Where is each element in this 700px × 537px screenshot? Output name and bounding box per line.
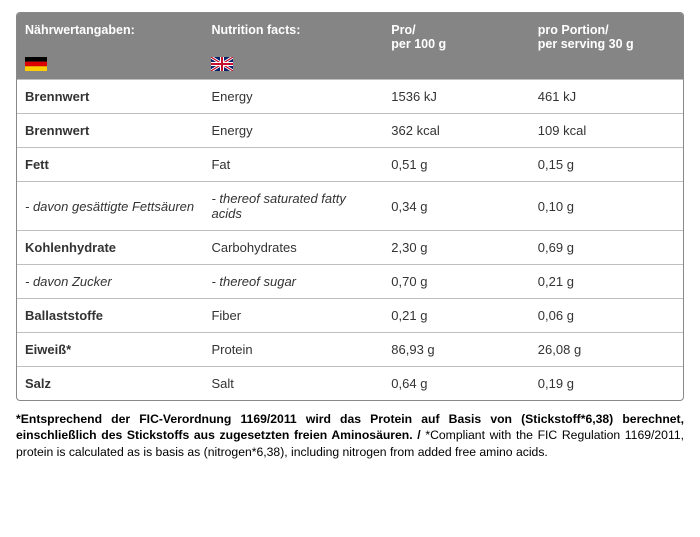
cell-per100: 86,93 g bbox=[383, 333, 530, 367]
header-per30: pro Portion/ per serving 30 g bbox=[530, 13, 683, 80]
header-per100: Pro/ per 100 g bbox=[383, 13, 530, 80]
cell-de: Ballaststoffe bbox=[17, 299, 203, 333]
cell-en: Fat bbox=[203, 148, 383, 182]
cell-per100: 0,34 g bbox=[383, 182, 530, 231]
table-row: Eiweiß*Protein86,93 g26,08 g bbox=[17, 333, 683, 367]
table-row: BrennwertEnergy362 kcal109 kcal bbox=[17, 114, 683, 148]
cell-en: - thereof saturated fatty acids bbox=[203, 182, 383, 231]
cell-per30: 0,15 g bbox=[530, 148, 683, 182]
cell-per100: 0,70 g bbox=[383, 265, 530, 299]
cell-de: Kohlenhydrate bbox=[17, 231, 203, 265]
cell-per100: 0,51 g bbox=[383, 148, 530, 182]
germany-flag-icon bbox=[25, 56, 47, 71]
table-body: BrennwertEnergy1536 kJ461 kJBrennwertEne… bbox=[17, 80, 683, 401]
cell-per100: 0,21 g bbox=[383, 299, 530, 333]
header-row: Nährwertangaben: Nutrition facts: bbox=[17, 13, 683, 80]
cell-en: Carbohydrates bbox=[203, 231, 383, 265]
nutrition-table: Nährwertangaben: Nutrition facts: bbox=[17, 13, 683, 400]
cell-de: - davon gesättigte Fettsäuren bbox=[17, 182, 203, 231]
cell-en: Fiber bbox=[203, 299, 383, 333]
header-de: Nährwertangaben: bbox=[17, 13, 203, 80]
cell-per100: 1536 kJ bbox=[383, 80, 530, 114]
table-row: SalzSalt0,64 g0,19 g bbox=[17, 367, 683, 401]
table-row: BallaststoffeFiber0,21 g0,06 g bbox=[17, 299, 683, 333]
cell-en: Salt bbox=[203, 367, 383, 401]
cell-en: Energy bbox=[203, 114, 383, 148]
table-row: KohlenhydrateCarbohydrates2,30 g0,69 g bbox=[17, 231, 683, 265]
cell-per100: 362 kcal bbox=[383, 114, 530, 148]
cell-per30: 461 kJ bbox=[530, 80, 683, 114]
cell-de: Brennwert bbox=[17, 80, 203, 114]
uk-flag-icon bbox=[211, 56, 233, 71]
cell-de: Salz bbox=[17, 367, 203, 401]
cell-per30: 109 kcal bbox=[530, 114, 683, 148]
cell-de: Eiweiß* bbox=[17, 333, 203, 367]
footnote: *Entsprechend der FIC-Verordnung 1169/20… bbox=[16, 411, 684, 460]
header-en: Nutrition facts: bbox=[203, 13, 383, 80]
cell-de: Brennwert bbox=[17, 114, 203, 148]
nutrition-table-container: Nährwertangaben: Nutrition facts: bbox=[16, 12, 684, 401]
table-row: BrennwertEnergy1536 kJ461 kJ bbox=[17, 80, 683, 114]
cell-per100: 2,30 g bbox=[383, 231, 530, 265]
cell-per30: 0,21 g bbox=[530, 265, 683, 299]
cell-de: - davon Zucker bbox=[17, 265, 203, 299]
cell-en: - thereof sugar bbox=[203, 265, 383, 299]
cell-per30: 26,08 g bbox=[530, 333, 683, 367]
cell-per100: 0,64 g bbox=[383, 367, 530, 401]
cell-de: Fett bbox=[17, 148, 203, 182]
table-row: - davon Zucker- thereof sugar0,70 g0,21 … bbox=[17, 265, 683, 299]
cell-en: Energy bbox=[203, 80, 383, 114]
header-en-label: Nutrition facts: bbox=[211, 23, 300, 37]
table-row: - davon gesättigte Fettsäuren- thereof s… bbox=[17, 182, 683, 231]
cell-en: Protein bbox=[203, 333, 383, 367]
table-row: FettFat0,51 g0,15 g bbox=[17, 148, 683, 182]
cell-per30: 0,06 g bbox=[530, 299, 683, 333]
header-de-label: Nährwertangaben: bbox=[25, 23, 135, 37]
cell-per30: 0,10 g bbox=[530, 182, 683, 231]
cell-per30: 0,19 g bbox=[530, 367, 683, 401]
cell-per30: 0,69 g bbox=[530, 231, 683, 265]
